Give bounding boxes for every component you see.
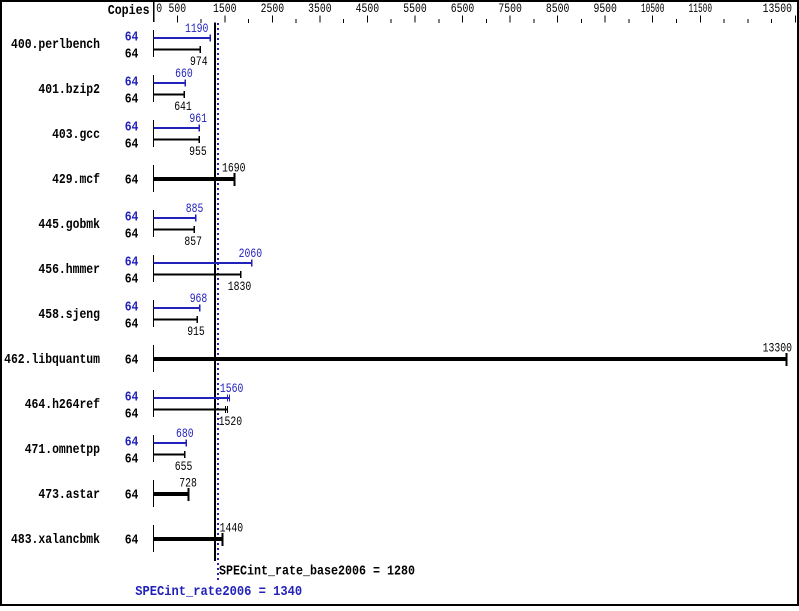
svg-text:471.omnetpp: 471.omnetpp: [25, 442, 100, 458]
svg-text:462.libquantum: 462.libquantum: [4, 352, 100, 368]
svg-text:2060: 2060: [239, 247, 263, 261]
svg-text:915: 915: [187, 325, 205, 339]
svg-text:13500: 13500: [763, 2, 792, 16]
svg-text:458.sjeng: 458.sjeng: [38, 307, 100, 323]
svg-text:9500: 9500: [593, 2, 617, 16]
svg-text:64: 64: [125, 173, 139, 189]
svg-text:660: 660: [175, 67, 193, 81]
svg-text:5500: 5500: [403, 2, 427, 16]
svg-text:483.xalancbmk: 483.xalancbmk: [11, 532, 100, 548]
svg-text:64: 64: [125, 272, 139, 288]
svg-text:1520: 1520: [219, 415, 243, 429]
svg-text:961: 961: [189, 112, 207, 126]
svg-text:403.gcc: 403.gcc: [52, 127, 100, 143]
svg-text:1560: 1560: [220, 382, 244, 396]
svg-text:64: 64: [125, 75, 139, 91]
svg-text:SPECint_rate2006 = 1340: SPECint_rate2006 = 1340: [135, 584, 302, 600]
svg-text:64: 64: [125, 300, 139, 316]
svg-text:1690: 1690: [222, 162, 246, 176]
svg-text:1440: 1440: [220, 522, 244, 536]
svg-text:3500: 3500: [308, 2, 332, 16]
svg-text:0: 0: [156, 2, 162, 16]
svg-text:Copies: Copies: [108, 3, 150, 19]
svg-text:64: 64: [125, 120, 139, 136]
svg-text:641: 641: [174, 100, 192, 114]
svg-text:1190: 1190: [185, 22, 209, 36]
svg-text:857: 857: [184, 235, 202, 249]
svg-text:885: 885: [186, 202, 204, 216]
svg-text:680: 680: [176, 427, 194, 441]
svg-text:8500: 8500: [546, 2, 570, 16]
svg-text:2500: 2500: [261, 2, 285, 16]
svg-text:64: 64: [125, 407, 139, 423]
svg-text:64: 64: [125, 255, 139, 271]
svg-text:10500: 10500: [641, 2, 665, 16]
svg-text:445.gobmk: 445.gobmk: [38, 217, 100, 233]
svg-text:728: 728: [179, 477, 197, 491]
svg-text:64: 64: [125, 210, 139, 226]
svg-text:64: 64: [125, 452, 139, 468]
svg-text:401.bzip2: 401.bzip2: [38, 82, 100, 98]
svg-text:SPECint_rate_base2006 = 1280: SPECint_rate_base2006 = 1280: [219, 564, 415, 580]
svg-text:456.hmmer: 456.hmmer: [38, 262, 100, 278]
svg-text:64: 64: [125, 227, 139, 243]
svg-text:64: 64: [125, 488, 139, 504]
svg-text:13300: 13300: [763, 342, 792, 356]
svg-text:6500: 6500: [451, 2, 475, 16]
svg-text:500: 500: [169, 2, 187, 16]
svg-text:64: 64: [125, 390, 139, 406]
svg-text:64: 64: [125, 317, 139, 333]
svg-text:974: 974: [190, 55, 208, 69]
svg-text:464.h264ref: 464.h264ref: [25, 397, 100, 413]
svg-text:655: 655: [175, 460, 193, 474]
svg-text:1830: 1830: [228, 280, 252, 294]
svg-text:1500: 1500: [213, 2, 237, 16]
svg-text:968: 968: [190, 292, 208, 306]
svg-text:64: 64: [125, 435, 139, 451]
svg-text:64: 64: [125, 353, 139, 369]
svg-text:64: 64: [125, 92, 139, 108]
svg-text:400.perlbench: 400.perlbench: [11, 37, 100, 53]
svg-text:64: 64: [125, 137, 139, 153]
svg-text:64: 64: [125, 533, 139, 549]
svg-text:955: 955: [189, 145, 207, 159]
svg-text:429.mcf: 429.mcf: [52, 172, 100, 188]
svg-text:11500: 11500: [689, 2, 713, 16]
svg-text:64: 64: [125, 47, 139, 63]
svg-text:473.astar: 473.astar: [38, 487, 100, 503]
svg-text:4500: 4500: [356, 2, 380, 16]
svg-text:7500: 7500: [498, 2, 522, 16]
svg-text:64: 64: [125, 30, 139, 46]
